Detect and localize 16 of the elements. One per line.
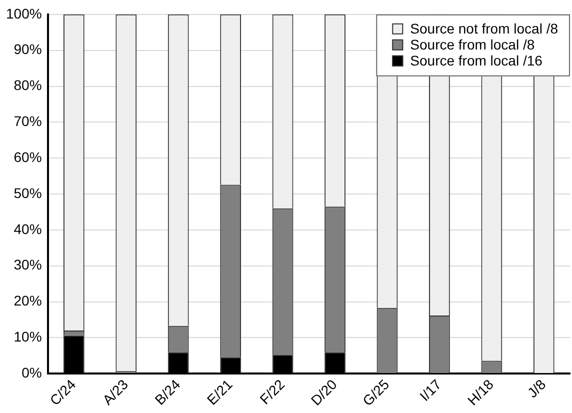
y-tick-label: 70%: [14, 113, 42, 130]
legend-label: Source from local /16: [410, 52, 543, 68]
y-tick-label: 20%: [14, 292, 42, 309]
y-tick-label: 80%: [14, 77, 42, 94]
y-tick-label: 10%: [14, 328, 42, 345]
x-tick-label: I/17: [416, 376, 444, 404]
legend-label: Source from local /8: [410, 36, 535, 52]
y-tick-label: 90%: [14, 41, 42, 58]
y-tick-label: 60%: [14, 148, 42, 165]
y-tick-label: 50%: [14, 184, 42, 201]
legend-label: Source not from local /8: [410, 20, 558, 36]
y-tick-label: 40%: [14, 220, 42, 237]
x-tick-label: J/8: [524, 376, 549, 401]
y-tick-label: 100%: [6, 5, 42, 22]
y-tick-label: 0%: [22, 364, 42, 381]
y-tick-label: 30%: [14, 256, 42, 273]
